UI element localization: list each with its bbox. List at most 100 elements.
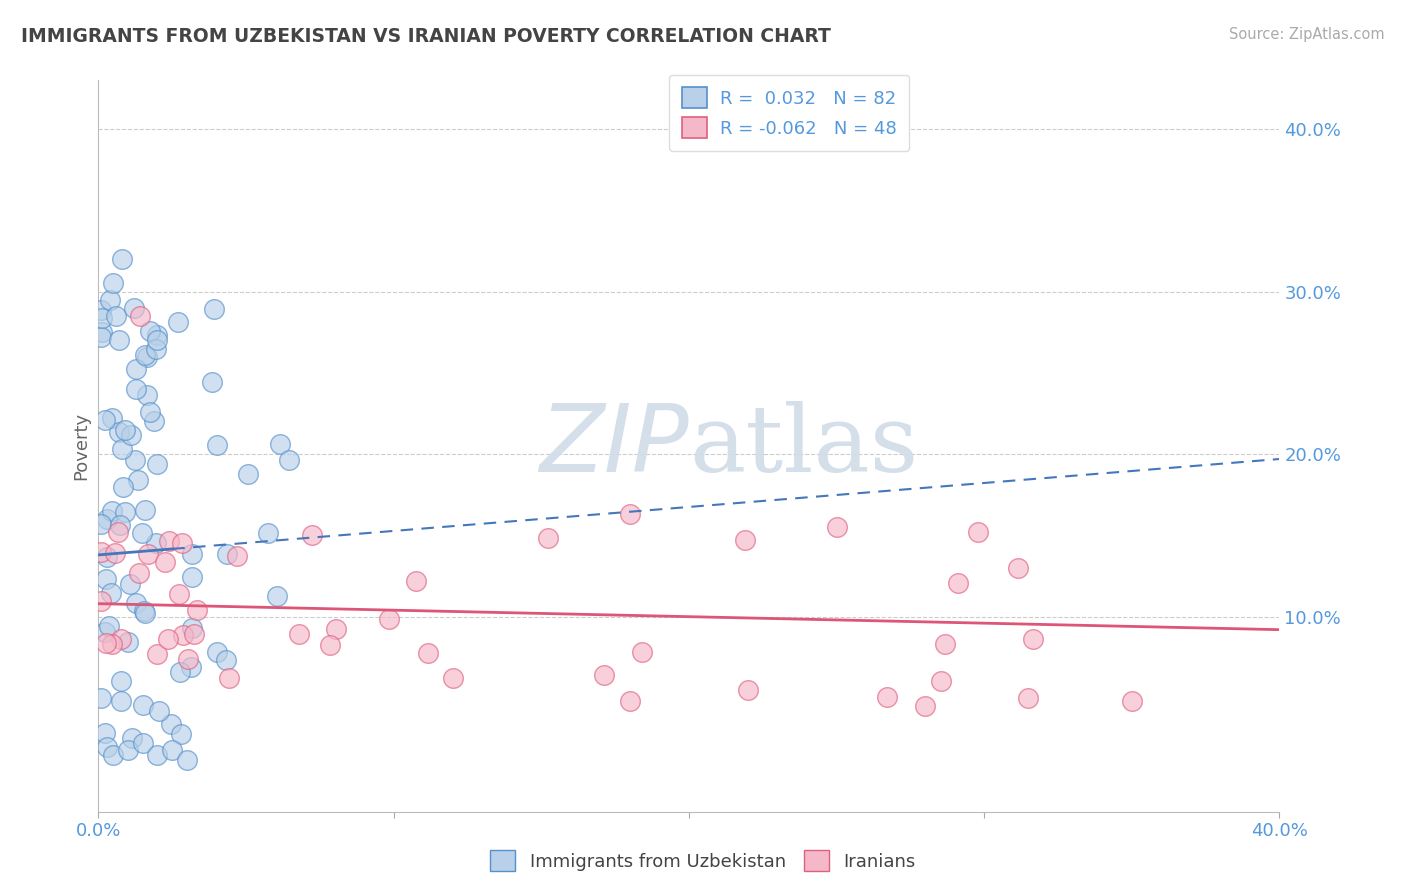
Point (441, 672, 464, 686)
Point (122, 301, 145, 315)
Point (94, 572, 117, 586)
Point (110, 694, 132, 708)
Point (108, 425, 131, 439)
Legend: R =  0.032   N = 82, R = -0.062   N = 48: R = 0.032 N = 82, R = -0.062 N = 48 (669, 75, 910, 151)
Point (205, 438, 228, 452)
Point (127, 473, 149, 487)
Point (205, 645, 228, 659)
Point (967, 524, 990, 539)
Point (931, 674, 953, 689)
Point (132, 698, 155, 713)
Point (418, 646, 440, 660)
Point (301, 528, 323, 542)
Point (110, 673, 132, 688)
Point (132, 736, 155, 750)
Point (170, 536, 193, 550)
Point (537, 531, 560, 545)
Point (160, 717, 183, 731)
Point (186, 603, 208, 617)
Point (181, 621, 204, 635)
Point (128, 566, 150, 580)
Point (134, 348, 156, 362)
Point (176, 753, 198, 767)
Point (215, 653, 238, 667)
Point (108, 334, 131, 348)
Point (155, 555, 177, 569)
Point (90, 330, 112, 344)
Point (111, 442, 134, 456)
Point (100, 586, 122, 600)
Text: atlas: atlas (689, 401, 918, 491)
Point (266, 590, 288, 604)
Point (98, 293, 121, 307)
Point (1022, 632, 1045, 647)
Y-axis label: Poverty: Poverty (72, 412, 90, 480)
Point (131, 526, 153, 541)
Point (619, 694, 641, 708)
Point (125, 596, 148, 610)
Point (104, 546, 127, 560)
Point (876, 690, 898, 704)
Point (146, 457, 169, 471)
Point (914, 699, 936, 714)
Point (128, 309, 150, 323)
Point (157, 533, 180, 548)
Text: IMMIGRANTS FROM UZBEKISTAN VS IRANIAN POVERTY CORRELATION CHART: IMMIGRANTS FROM UZBEKISTAN VS IRANIAN PO… (21, 27, 831, 45)
Point (107, 524, 129, 539)
Point (114, 423, 136, 437)
Point (734, 533, 756, 547)
Point (146, 334, 169, 348)
Point (117, 743, 139, 757)
Point (134, 503, 156, 517)
Point (103, 747, 125, 762)
Point (111, 480, 134, 494)
Point (167, 314, 190, 328)
Point (114, 505, 136, 519)
Point (236, 467, 259, 481)
Point (631, 645, 654, 659)
Point (134, 606, 156, 620)
Point (215, 547, 238, 561)
Point (325, 622, 347, 636)
Point (946, 576, 969, 591)
Point (96, 550, 118, 565)
Point (405, 574, 427, 588)
Point (101, 637, 124, 651)
Point (181, 570, 204, 584)
Point (170, 727, 193, 741)
Point (180, 547, 202, 561)
Point (120, 427, 142, 442)
Point (94, 624, 117, 639)
Point (90, 594, 112, 608)
Point (91, 311, 114, 326)
Point (125, 362, 148, 376)
Point (148, 704, 170, 718)
Point (90, 516, 112, 531)
Text: Source: ZipAtlas.com: Source: ZipAtlas.com (1229, 27, 1385, 42)
Point (94, 413, 117, 427)
Point (180, 660, 202, 674)
Point (90, 544, 112, 558)
Point (120, 577, 142, 591)
Point (146, 747, 169, 762)
Point (288, 627, 311, 641)
Point (132, 604, 155, 618)
Point (90, 690, 112, 705)
Point (145, 647, 167, 661)
Point (110, 632, 132, 646)
Point (1007, 561, 1029, 575)
Point (145, 342, 167, 356)
Point (202, 302, 225, 317)
Point (218, 671, 240, 685)
Point (139, 405, 162, 419)
Point (94, 726, 117, 740)
Point (183, 627, 205, 641)
Point (136, 350, 159, 364)
Point (103, 277, 125, 291)
Point (98, 619, 121, 633)
Point (96, 739, 118, 754)
Legend: Immigrants from Uzbekistan, Iranians: Immigrants from Uzbekistan, Iranians (482, 843, 924, 879)
Point (96, 512, 118, 526)
Point (277, 453, 299, 467)
Point (1018, 690, 1040, 705)
